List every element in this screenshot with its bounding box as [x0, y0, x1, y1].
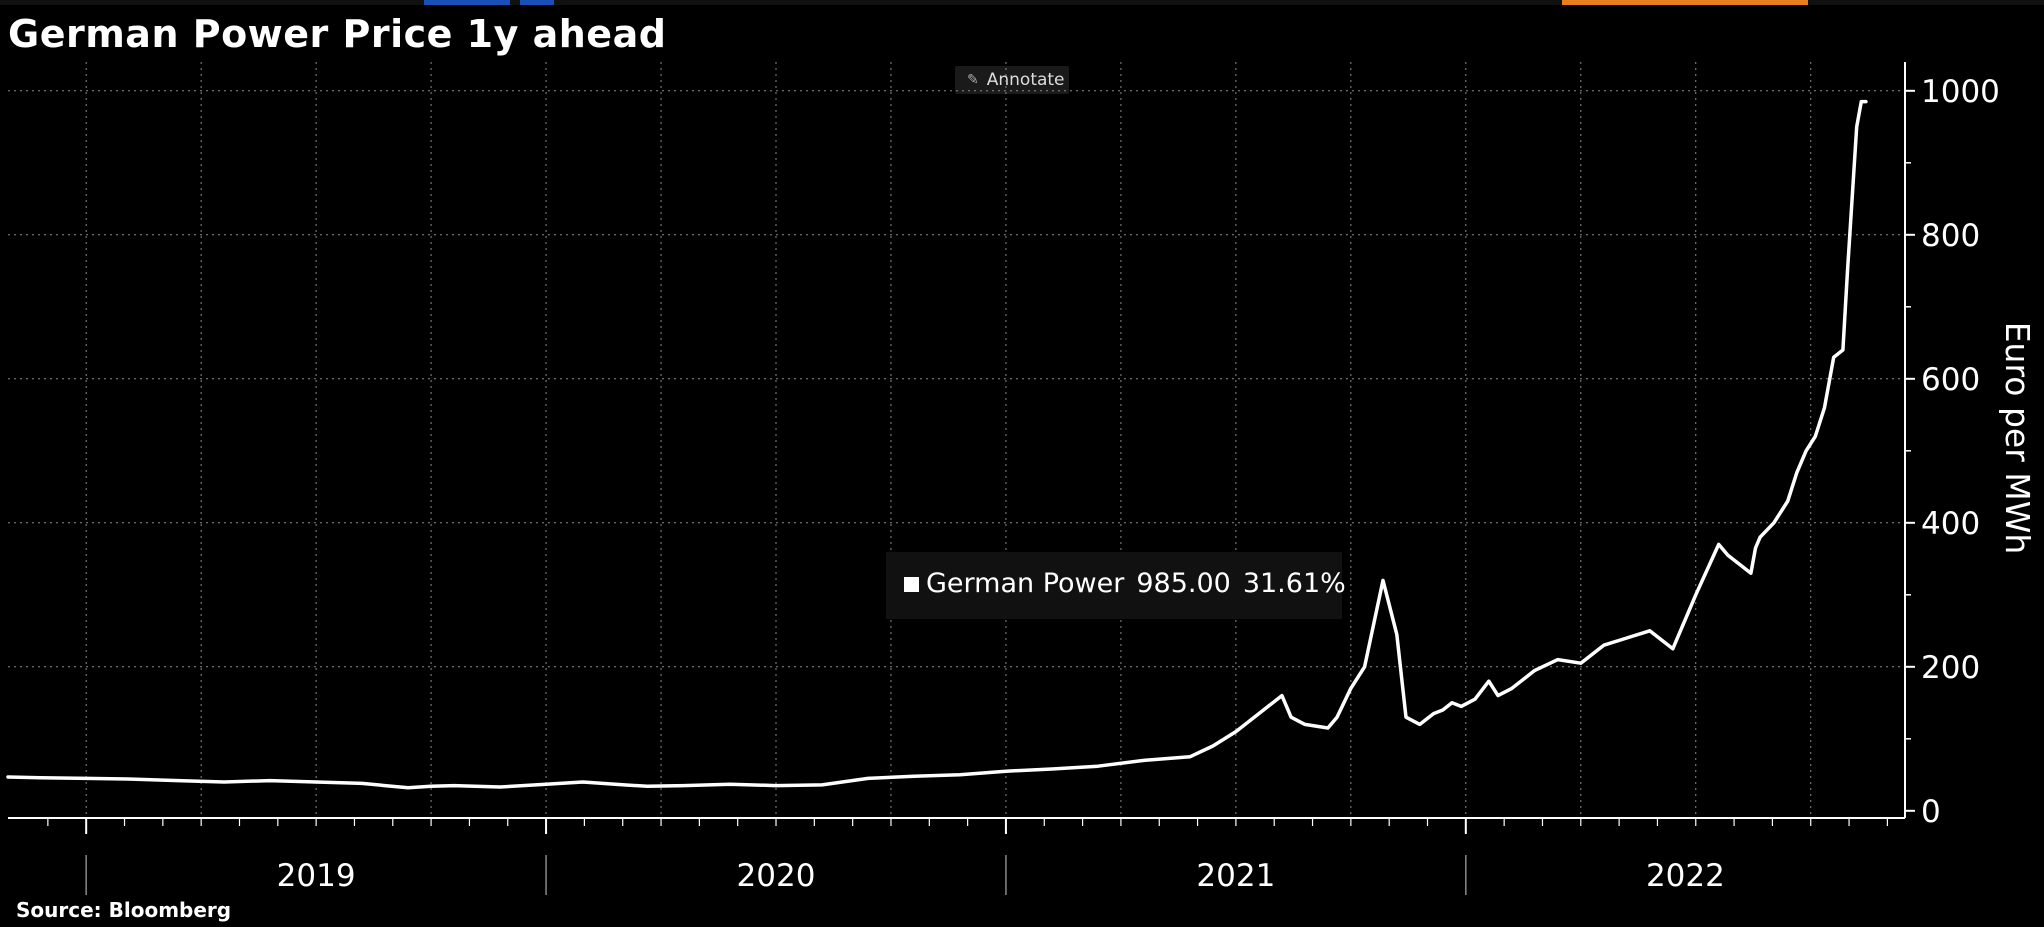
chart-labels: 0 200 400 600 800 1000 2019 2020 2021 2022 Euro pe… [277, 74, 2037, 894]
chart-grid [8, 62, 1905, 818]
source-note: Source: Bloomberg [16, 898, 232, 922]
x-year-label: 2022 [1646, 858, 1725, 894]
legend-swatch [904, 577, 919, 592]
legend-last-value: 985.00 [1136, 568, 1231, 599]
y-tick-label: 1000 [1921, 74, 2000, 110]
legend: German Power 985.00 31.61% [926, 568, 1346, 599]
y-tick-label: 200 [1921, 650, 1980, 686]
x-year-label: 2020 [737, 858, 816, 894]
y-tick-label: 800 [1921, 218, 1980, 254]
annotate-button[interactable]: ✎ Annotate [955, 66, 1069, 94]
y-axis-label: Euro per MWh [1998, 322, 2037, 555]
toolbar-tab-active[interactable] [1562, 0, 1808, 5]
series-line-german-power [6, 99, 1868, 790]
pencil-icon: ✎ [967, 72, 979, 88]
toolbar-tab-2[interactable] [520, 0, 554, 5]
legend-box [886, 552, 1342, 619]
chart-axes [8, 62, 1915, 895]
top-toolbar-strip [0, 0, 2044, 5]
y-tick-label: 0 [1921, 794, 1941, 830]
chart-title: German Power Price 1y ahead [8, 12, 667, 56]
chart-series [6, 99, 1868, 790]
legend-change: 31.61% [1242, 568, 1346, 599]
x-year-label: 2021 [1196, 858, 1275, 894]
legend-series-name: German Power [926, 568, 1125, 599]
y-tick-label: 400 [1921, 506, 1980, 542]
y-tick-label: 600 [1921, 362, 1980, 398]
toolbar-tab-1[interactable] [424, 0, 510, 5]
x-year-label: 2019 [277, 858, 356, 894]
